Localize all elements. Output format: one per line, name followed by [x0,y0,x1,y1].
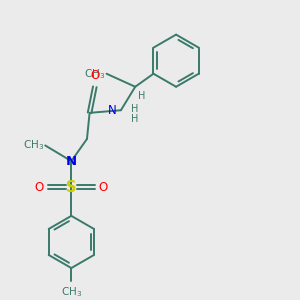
Text: CH$_3$: CH$_3$ [61,285,82,299]
Text: CH$_3$: CH$_3$ [23,139,44,152]
Text: N: N [66,154,77,168]
Text: O: O [35,181,44,194]
Text: O: O [99,181,108,194]
Text: N: N [108,104,117,117]
Text: S: S [66,180,76,195]
Text: H: H [138,92,145,101]
Text: H: H [131,104,139,114]
Text: CH$_3$: CH$_3$ [84,67,105,81]
Text: H: H [131,114,139,124]
Text: O: O [90,69,99,82]
